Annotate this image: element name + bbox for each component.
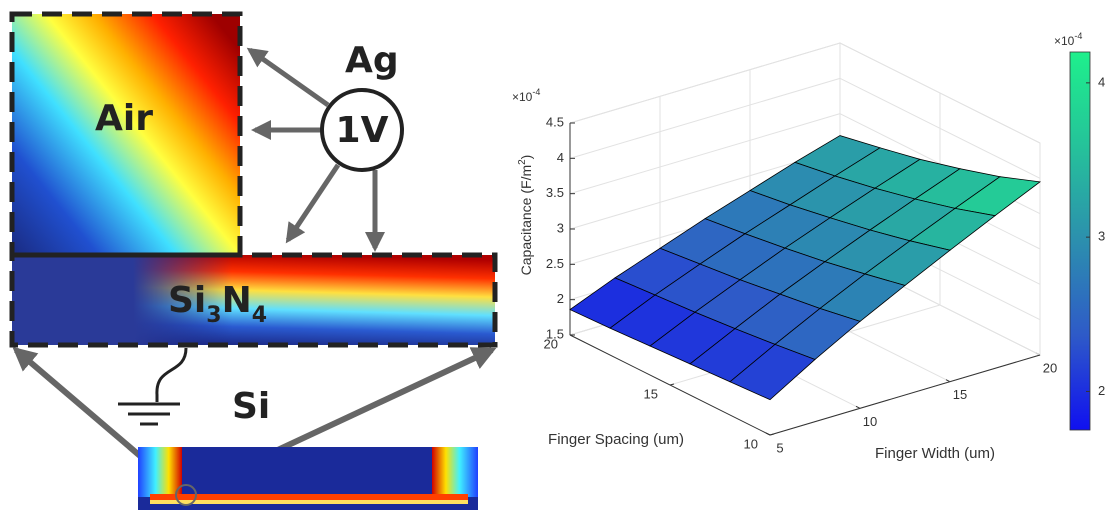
axis-multiplier: ×10-4 [1054, 31, 1082, 48]
z-tick-label: 4.5 [546, 114, 564, 129]
tick-mark [855, 405, 861, 409]
grid-line [569, 42, 841, 124]
y-axis-label: Finger Spacing (um) [548, 431, 684, 448]
y-tick-label: 10 [744, 436, 758, 451]
z-tick-label: 2.5 [546, 256, 564, 271]
label-part: ×10 [512, 90, 533, 104]
x-tick-label: 5 [776, 440, 783, 455]
x-tick-label: 15 [953, 387, 967, 402]
axis-multiplier: ×10-4 [512, 87, 540, 104]
label-part: ×10 [1054, 34, 1075, 48]
label-part: -4 [1074, 31, 1082, 41]
x-tick-label: 10 [863, 414, 877, 429]
grid-line [839, 42, 1041, 144]
grid-line [839, 77, 1041, 179]
arrow [246, 47, 330, 108]
y-axis [569, 334, 771, 436]
device-post [138, 447, 182, 497]
z-tick-label: 2 [557, 291, 564, 306]
ground-wire [155, 347, 188, 402]
nitride-box [9, 252, 498, 348]
z-tick-label: 4 [557, 150, 564, 165]
grid-line [569, 113, 841, 195]
grid-line [569, 77, 841, 159]
x-axis-label: Finger Width (um) [875, 445, 995, 462]
surface-patch [729, 343, 816, 401]
zoom-circle [175, 484, 197, 506]
label-part: N [222, 280, 252, 321]
z-tick-label: 3 [557, 220, 564, 235]
device-post [432, 447, 478, 497]
device-strip [150, 500, 468, 504]
label-part: 3 [206, 303, 221, 328]
label-part: 4 [252, 303, 267, 328]
tick-mark [945, 379, 951, 383]
device-strip [150, 494, 468, 500]
air-box [9, 11, 243, 258]
label-part: -4 [532, 87, 540, 97]
label-part: Capacitance (F/m [518, 165, 534, 275]
label-part: ) [518, 155, 534, 160]
label-si3n4: Si3N4 [168, 280, 267, 328]
colorbar-tick-label: 4 [1098, 74, 1105, 89]
label-si: Si [232, 386, 270, 427]
z-tick-label: 1.5 [546, 326, 564, 341]
label-voltage: 1V [336, 110, 389, 151]
label-air: Air [95, 98, 153, 139]
colorbar-tick-label: 2 [1098, 383, 1105, 398]
x-tick-label: 20 [1043, 360, 1057, 375]
label-part: Si [168, 280, 206, 321]
ground-symbol [118, 402, 180, 426]
nitride-field-shade [12, 255, 232, 345]
label-ag: Ag [345, 40, 399, 81]
label-part: 2 [517, 159, 528, 165]
y-tick-label: 15 [644, 386, 658, 401]
colorbar [1069, 51, 1091, 431]
arrow [285, 163, 341, 244]
z-tick-label: 3.5 [546, 185, 564, 200]
x-axis [769, 354, 1041, 436]
colorbar-tick-label: 3 [1098, 229, 1105, 244]
air-field [12, 14, 240, 255]
z-axis-label: Capacitance (F/m2) [517, 155, 534, 276]
y-tick-label: 20 [544, 336, 558, 351]
field-diagram: Air Ag 1V Si Si3N4 [9, 11, 498, 510]
source-circle [320, 88, 404, 172]
